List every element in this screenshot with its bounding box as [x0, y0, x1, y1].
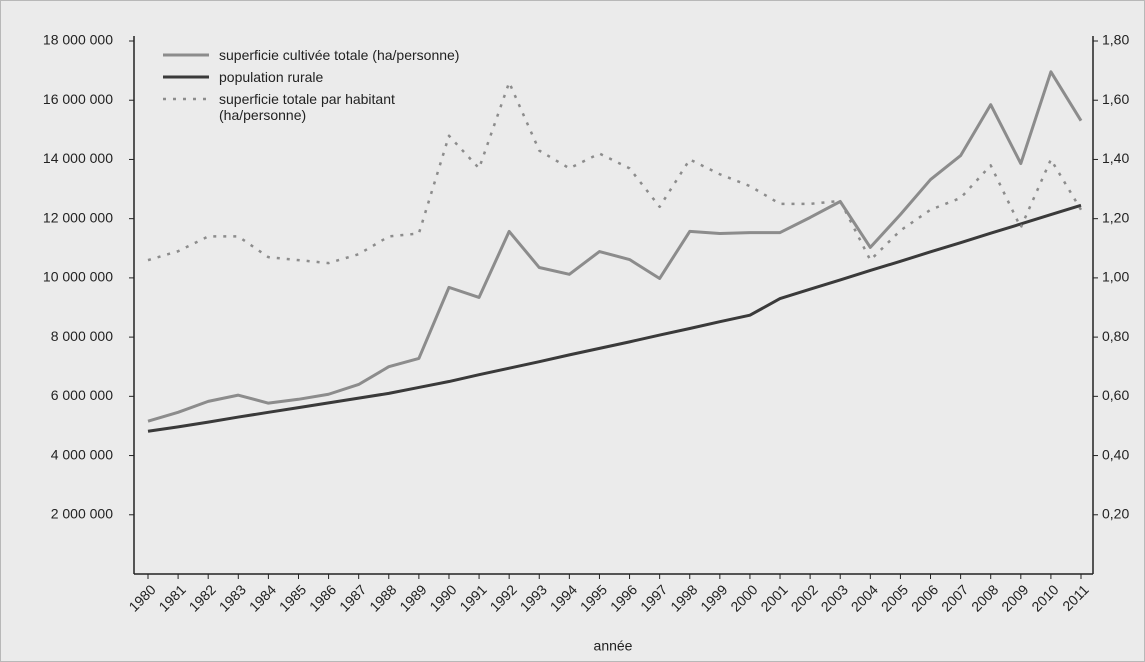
y-tick-label: 12 000 000 [43, 209, 113, 225]
x-tick-label: 1997 [637, 581, 670, 614]
y2-tick-label: 1,60 [1102, 91, 1129, 107]
y-tick-label: 4 000 000 [51, 446, 113, 462]
x-tick-label: 2008 [968, 581, 1001, 614]
x-tick-label: 1991 [456, 581, 489, 614]
x-axis-title: année [594, 638, 633, 654]
x-tick-label: 2005 [878, 581, 911, 614]
x-tick-label: 1982 [186, 581, 219, 614]
x-tick-label: 1983 [216, 581, 249, 614]
x-tick-label: 2001 [757, 581, 790, 614]
y-tick-label: 6 000 000 [51, 387, 113, 403]
y-tick-label: 8 000 000 [51, 328, 113, 344]
x-tick-label: 2009 [998, 581, 1031, 614]
legend: superficie cultivée totale (ha/personne)… [161, 47, 459, 129]
x-tick-label: 2007 [938, 581, 971, 614]
y-tick-label: 2 000 000 [51, 505, 113, 521]
y2-tick-label: 1,20 [1102, 209, 1129, 225]
x-tick-label: 2011 [1059, 581, 1092, 614]
x-tick-label: 1992 [487, 581, 520, 614]
y2-tick-label: 1,00 [1102, 269, 1129, 285]
y2-tick-label: 0,20 [1102, 505, 1129, 521]
x-tick-label: 1986 [306, 581, 339, 614]
x-tick-label: 1996 [607, 581, 640, 614]
x-tick-label: 2004 [848, 581, 881, 614]
legend-entry: population rurale [161, 69, 459, 85]
x-tick-label: 1995 [577, 581, 610, 614]
x-tick-label: 2003 [818, 581, 851, 614]
y2-tick-label: 0,60 [1102, 387, 1129, 403]
x-tick-label: 1985 [276, 581, 309, 614]
series-line [147, 70, 1083, 423]
y2-tick-label: 0,80 [1102, 328, 1129, 344]
x-tick-label: 1984 [246, 581, 279, 614]
x-tick-label: 2010 [1028, 581, 1061, 614]
x-tick-label: 1990 [426, 581, 459, 614]
legend-swatch [163, 97, 209, 101]
y2-tick-label: 0,40 [1102, 446, 1129, 462]
x-tick-label: 1993 [517, 581, 550, 614]
x-tick-label: 1988 [366, 581, 399, 614]
y-tick-label: 14 000 000 [43, 150, 113, 166]
legend-swatch [163, 53, 209, 57]
x-tick-label: 1999 [697, 581, 730, 614]
legend-label: superficie totale par habitant (ha/perso… [219, 91, 395, 123]
y2-tick-label: 1,40 [1102, 150, 1129, 166]
x-tick-label: 1989 [396, 581, 429, 614]
x-tick-label: 1987 [336, 581, 369, 614]
legend-entry: superficie totale par habitant (ha/perso… [161, 91, 434, 123]
x-tick-label: 1994 [547, 581, 580, 614]
legend-swatch [163, 75, 209, 79]
y2-tick-label: 1,80 [1102, 32, 1129, 48]
series-line [147, 203, 1082, 433]
x-tick-label: 1998 [667, 581, 700, 614]
y-tick-label: 18 000 000 [43, 32, 113, 48]
legend-label: population rurale [219, 69, 324, 85]
legend-entry: superficie cultivée totale (ha/personne) [161, 47, 459, 63]
legend-label: superficie cultivée totale (ha/personne) [219, 47, 460, 63]
y-tick-label: 16 000 000 [43, 91, 113, 107]
x-tick-label: 2006 [908, 581, 941, 614]
y-tick-label: 10 000 000 [43, 269, 113, 285]
x-tick-label: 1981 [155, 581, 188, 614]
x-tick-label: 1980 [125, 581, 158, 614]
x-tick-label: 2002 [788, 581, 821, 614]
x-tick-label: 2000 [727, 581, 760, 614]
